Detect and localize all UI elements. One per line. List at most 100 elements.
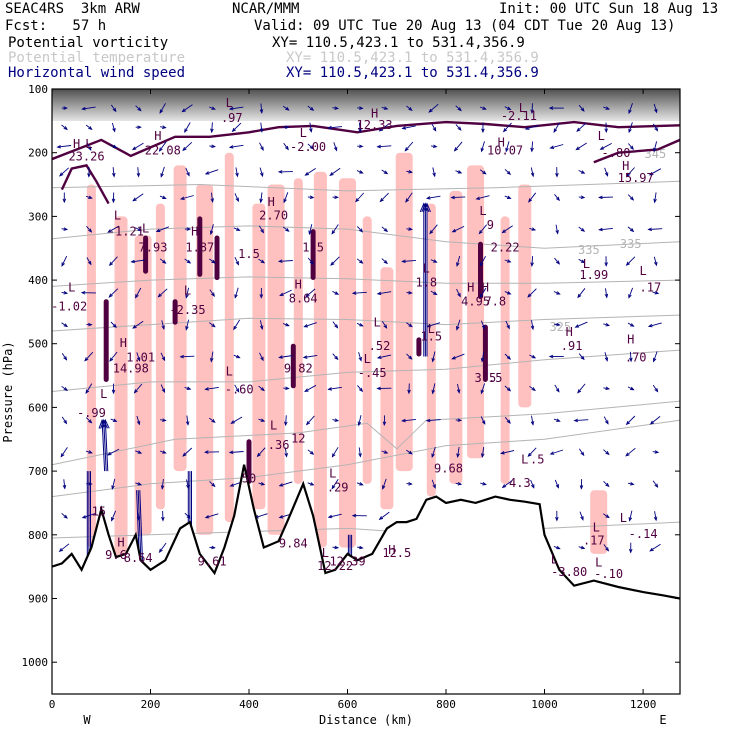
- extremum-label: L: [329, 467, 336, 481]
- wind-vector-head: [580, 107, 585, 112]
- strong-wind-vector-head: [422, 202, 431, 213]
- wind-vector-head: [133, 389, 138, 394]
- wind-vector-head: [112, 107, 117, 113]
- wind-vector-head: [111, 517, 115, 522]
- wind-vector-head: [155, 228, 161, 232]
- extremum-label: .5: [530, 453, 544, 467]
- wind-vector-head: [107, 229, 112, 233]
- wind-vector-head: [555, 230, 559, 235]
- wind-vector: [234, 384, 240, 393]
- wind-vector: [229, 451, 244, 453]
- wind-vector-head: [161, 516, 165, 522]
- wind-vector-head: [137, 125, 142, 130]
- wind-vector-head: [161, 388, 166, 394]
- wind-vector-head: [580, 516, 584, 521]
- extremum-label: 1.87: [185, 240, 214, 254]
- wind-vector-head: [383, 106, 389, 110]
- wind-vector-head: [63, 356, 68, 361]
- extremum-label: 12: [291, 431, 305, 445]
- extremum-label: H: [371, 107, 378, 121]
- pv-tower: [172, 299, 178, 325]
- wind-vector: [259, 142, 264, 151]
- wind-vector-head: [63, 126, 68, 131]
- wind-vector: [480, 416, 486, 425]
- wind-vector: [555, 224, 559, 234]
- wind-vector: [531, 103, 533, 113]
- wind-vector: [381, 258, 388, 264]
- wind-vector-head: [531, 354, 537, 359]
- wind-vector: [136, 415, 140, 425]
- wind-vector-head: [628, 548, 633, 554]
- wind-vector-head: [530, 262, 534, 267]
- wind-vector: [205, 513, 219, 519]
- extremum-label: L: [519, 101, 526, 115]
- wind-vector-head: [351, 513, 357, 518]
- wind-vector-head: [408, 450, 413, 455]
- theta-isentrope: [52, 225, 680, 249]
- wind-vector-head: [548, 106, 554, 110]
- wind-vector-head: [235, 172, 239, 178]
- wind-vector: [626, 167, 635, 177]
- wind-vector: [107, 448, 120, 456]
- wind-vector-head: [432, 144, 438, 149]
- wind-vector-head: [530, 109, 534, 115]
- wind-vector: [280, 289, 292, 296]
- wind-vector-head: [309, 450, 315, 455]
- wind-vector-head: [88, 228, 93, 233]
- wind-vector: [504, 168, 511, 175]
- wind-vector: [328, 126, 343, 129]
- wind-vector-head: [112, 418, 118, 422]
- wind-vector: [111, 478, 116, 489]
- wind-vector-head: [531, 387, 536, 392]
- wind-vector: [554, 257, 560, 265]
- wind-vector-head: [260, 259, 266, 264]
- wind-vector-head: [87, 173, 91, 178]
- wind-vector-head: [481, 128, 485, 134]
- pv-fill-column: [293, 178, 303, 484]
- wind-vector: [481, 141, 485, 152]
- wind-vector-head: [305, 420, 311, 426]
- extremum-label: .17: [640, 281, 662, 295]
- wind-vector-head: [654, 388, 659, 393]
- wind-vector: [431, 446, 436, 458]
- wind-vector: [182, 447, 193, 457]
- wind-vector-head: [506, 170, 512, 176]
- wind-vector: [304, 322, 317, 328]
- wind-vector-head: [285, 322, 290, 327]
- wind-vector-head: [130, 259, 136, 264]
- wind-vector: [156, 226, 170, 232]
- wind-vector-head: [161, 356, 166, 362]
- wind-vector: [257, 447, 266, 457]
- wind-vector-head: [161, 325, 165, 331]
- wind-vector: [355, 192, 365, 202]
- wind-vector-head: [604, 293, 609, 299]
- pv-tower: [246, 439, 252, 484]
- extremum-label: 9.6: [105, 548, 127, 562]
- wind-vector-head: [425, 196, 431, 200]
- wind-vector-head: [184, 128, 188, 134]
- y-tick-label: 400: [28, 274, 48, 287]
- wind-vector-head: [158, 548, 163, 554]
- wind-vector: [452, 225, 465, 233]
- wind-vector-head: [555, 388, 560, 393]
- wind-vector: [605, 288, 608, 298]
- terrain-fill: [52, 464, 680, 694]
- wind-vector: [306, 415, 315, 425]
- wind-vector: [432, 383, 436, 394]
- wind-vector: [628, 103, 633, 114]
- wind-vector: [652, 123, 658, 131]
- wind-vector-head: [160, 485, 165, 490]
- extremum-label: 8.64: [289, 291, 318, 305]
- wind-vector: [653, 256, 657, 266]
- wind-vector: [352, 291, 367, 294]
- wind-vector-head: [428, 108, 433, 113]
- wind-vector-head: [359, 323, 364, 327]
- wind-vector-head: [555, 196, 560, 202]
- wind-vector: [451, 196, 466, 199]
- wind-vector-head: [530, 147, 534, 153]
- extremum-label: L: [373, 316, 380, 330]
- extremum-label: L: [100, 387, 107, 401]
- wind-vector-head: [211, 144, 216, 149]
- extremum-label: .70: [625, 351, 647, 365]
- wind-vector-head: [309, 128, 313, 133]
